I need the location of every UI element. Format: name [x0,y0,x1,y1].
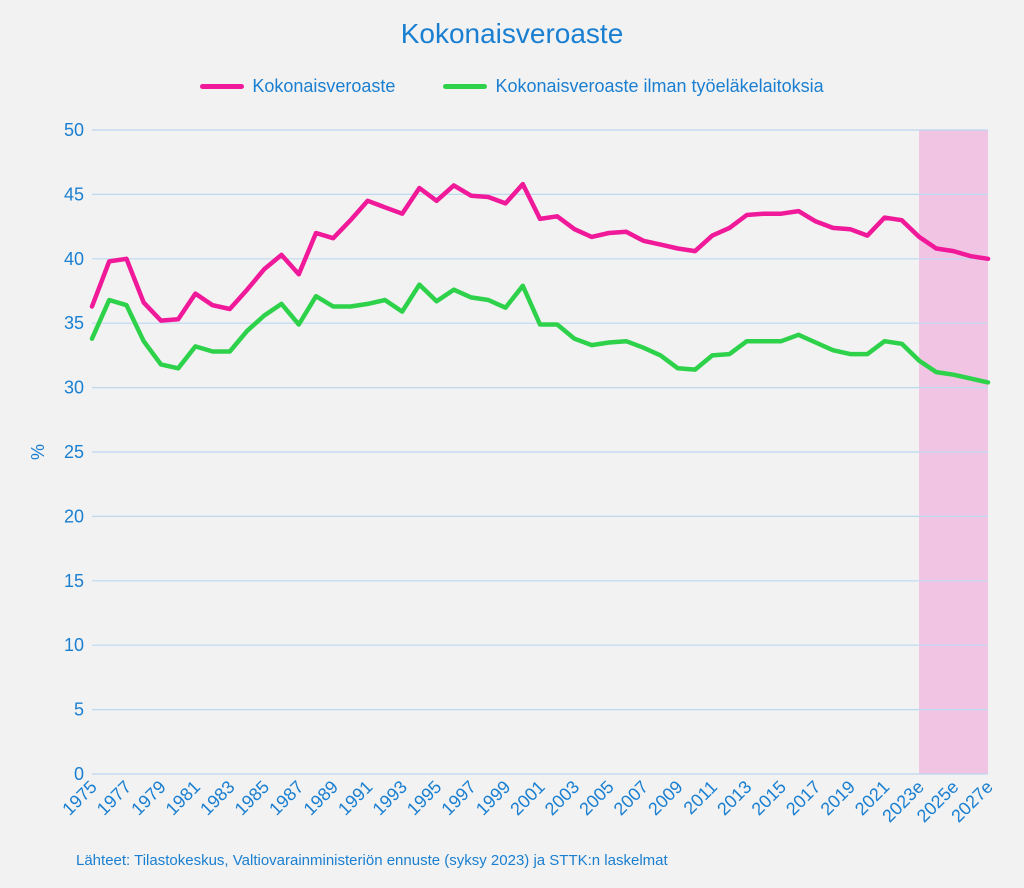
legend-label-ilman-tyoelakelaitoksia: Kokonaisveroaste ilman työeläkelaitoksia [495,76,824,96]
y-tick-label: 15 [64,571,84,591]
legend-item-ilman-tyoelakelaitoksia: Kokonaisveroaste ilman työeläkelaitoksia [443,76,824,97]
x-tick-label: 1981 [162,777,204,819]
x-tick-label: 1999 [472,777,514,819]
x-tick-label: 1977 [93,777,135,819]
x-tick-label: 2019 [817,777,859,819]
y-tick-label: 50 [64,120,84,140]
y-tick-label: 40 [64,249,84,269]
x-tick-label: 2007 [610,777,652,819]
legend: Kokonaisveroaste Kokonaisveroaste ilman … [0,76,1024,97]
x-tick-label: 2005 [575,777,617,819]
legend-item-kokonaisveroaste: Kokonaisveroaste [200,76,395,97]
x-tick-label: 1997 [437,777,479,819]
x-tick-label: 1979 [127,777,169,819]
legend-swatch-kokonaisveroaste [200,84,245,89]
x-tick-label: 2013 [713,777,755,819]
x-tick-label: 1975 [58,777,100,819]
x-tick-label: 2009 [644,777,686,819]
y-tick-label: 45 [64,184,84,204]
x-tick-label: 1985 [231,777,273,819]
x-tick-label: 1987 [265,777,307,819]
y-tick-label: 0 [74,764,84,784]
x-tick-label: 2015 [748,777,790,819]
y-tick-label: 20 [64,506,84,526]
series-line-ilman-tyoelakelaitoksia [89,282,991,385]
x-tick-label: 1989 [300,777,342,819]
x-tick-label: 1995 [403,777,445,819]
legend-swatch-ilman-tyoelakelaitoksia [443,84,488,89]
y-tick-label: 25 [64,442,84,462]
legend-label-kokonaisveroaste: Kokonaisveroaste [252,76,396,96]
series-line-kokonaisveroaste [89,181,991,323]
x-tick-label: 2017 [782,777,824,819]
source-note: Lähteet: Tilastokeskus, Valtiovarainmini… [76,852,668,869]
y-tick-label: 5 [74,700,84,720]
x-tick-label: 1983 [196,777,238,819]
x-tick-label: 1991 [334,777,376,819]
x-tick-label: 1993 [369,777,411,819]
x-tick-label: 2003 [541,777,583,819]
y-tick-label: 35 [64,313,84,333]
y-tick-label: 10 [64,635,84,655]
x-tick-label: 2001 [506,777,548,819]
chart-title: Kokonaisveroaste [400,18,624,49]
x-tick-label: 2011 [680,777,722,819]
y-tick-label: 30 [64,378,84,398]
y-axis-label: % [28,444,48,460]
